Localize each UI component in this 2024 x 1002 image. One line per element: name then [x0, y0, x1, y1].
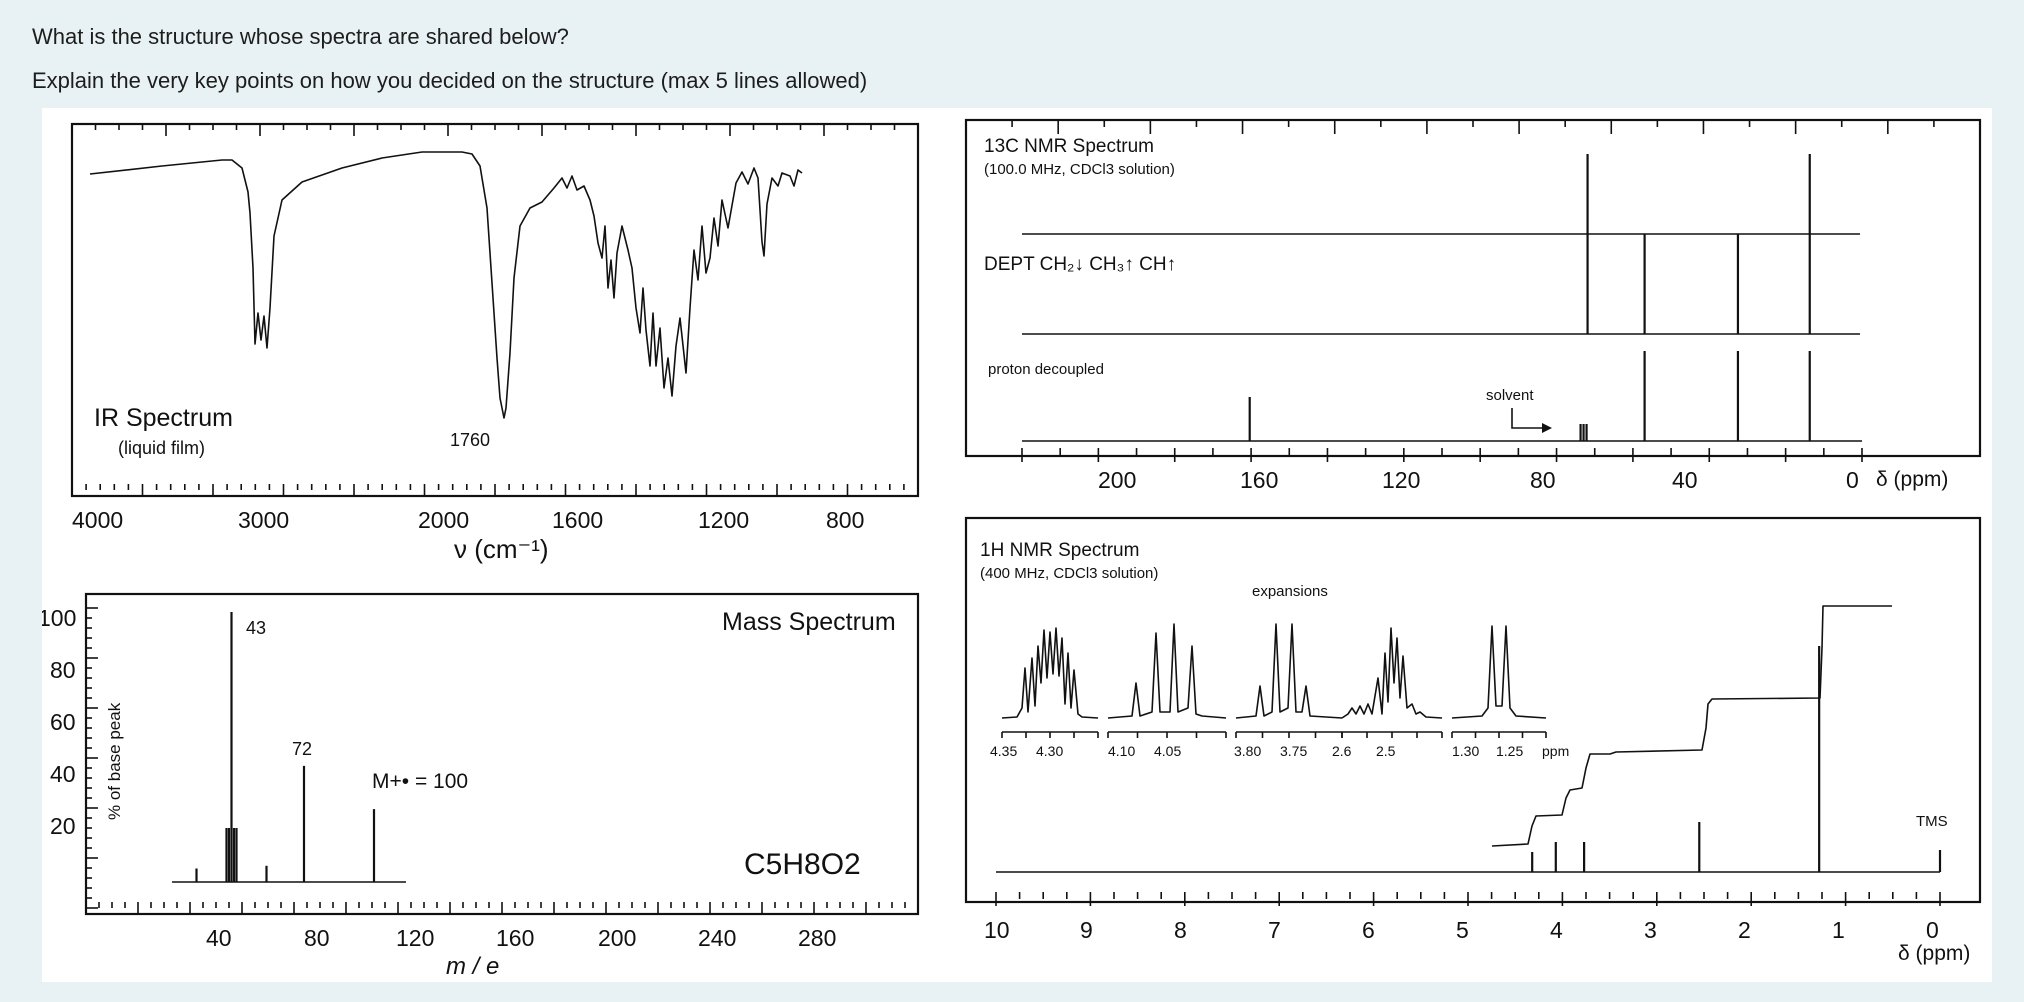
c13-tick-80: 80	[1530, 467, 1556, 493]
ir-tick-4000: 4000	[72, 507, 123, 533]
ms-formula: C5H8O2	[744, 848, 861, 881]
ms-ytick-80: 80	[50, 657, 76, 683]
expansion-triplet-1-28	[1451, 625, 1547, 719]
ir-trace	[89, 151, 803, 419]
h1-axis-unit: δ (ppm)	[1898, 942, 1970, 965]
exp-tick-4-10: 4.10	[1108, 743, 1135, 759]
c13-axis-unit: δ (ppm)	[1876, 468, 1948, 491]
ms-ytick-20: 20	[50, 813, 76, 839]
c13-decoupled-label: proton decoupled	[988, 361, 1104, 378]
ir-tick-3000: 3000	[238, 507, 289, 533]
h1-expansions: 4.35 4.30 4.10 4.05 3.80 3.75 2.6 2.5 1.…	[990, 623, 1569, 759]
expansion-triplet-2-55	[1341, 627, 1443, 719]
ir-bottom-ticks	[71, 484, 919, 496]
h1-tick-9: 9	[1080, 917, 1093, 943]
h1-tick-8: 8	[1174, 917, 1187, 943]
ms-xtick-160: 160	[496, 925, 534, 951]
mass-spectrum: 100 80 60 40 20 % of base peak 43 72 M+•…	[42, 592, 920, 980]
spectra-svg: IR Spectrum (liquid film) 1760 4000 3000…	[42, 118, 1982, 980]
c13-tick-0: 0	[1846, 467, 1859, 493]
ms-ytick-100: 100	[42, 605, 76, 631]
h1-bottom-ticks	[995, 892, 1941, 906]
h1-nmr-spectrum: 1H NMR Spectrum (400 MHz, CDCl3 solution…	[964, 516, 1982, 965]
ms-peak-label-72: 72	[292, 739, 312, 759]
ir-tick-1200: 1200	[698, 507, 749, 533]
spectra-figure: IR Spectrum (liquid film) 1760 4000 3000…	[42, 108, 1992, 982]
c13-subtitle: (100.0 MHz, CDCl3 solution)	[984, 161, 1175, 178]
h1-tick-7: 7	[1268, 917, 1281, 943]
expansion-quartet-4-3	[1001, 627, 1099, 719]
h1-tick-10: 10	[984, 917, 1010, 943]
exp-tick-2-5: 2.5	[1376, 743, 1396, 759]
h1-tick-5: 5	[1456, 917, 1469, 943]
ms-bottom-ticks	[85, 902, 919, 914]
h1-title: 1H NMR Spectrum	[980, 540, 1139, 561]
c13-tick-200: 200	[1098, 467, 1136, 493]
c13-tick-40: 40	[1672, 467, 1698, 493]
expansion-quartet-4-07	[1107, 623, 1227, 719]
c13-peaks	[1022, 154, 1860, 441]
exp-tick-2-6: 2.6	[1332, 743, 1352, 759]
exp-tick-ppm: ppm	[1542, 743, 1569, 759]
ms-peaks	[195, 612, 376, 882]
c13-tick-160: 160	[1240, 467, 1278, 493]
ms-xtick-40: 40	[206, 925, 232, 951]
exp-tick-1-30: 1.30	[1452, 743, 1479, 759]
ir-tick-2000: 2000	[418, 507, 469, 533]
ms-ylabel: % of base peak	[105, 702, 124, 820]
ms-xtick-200: 200	[598, 925, 636, 951]
ms-xtick-280: 280	[798, 925, 836, 951]
exp-tick-4-35: 4.35	[990, 743, 1017, 759]
h1-tick-3: 3	[1644, 917, 1657, 943]
ms-peak-label-43: 43	[246, 618, 266, 638]
exp-tick-3-80: 3.80	[1234, 743, 1261, 759]
ir-annotation-1760: 1760	[450, 430, 490, 450]
h1-peaks	[1531, 646, 1942, 872]
ms-xtick-240: 240	[698, 925, 736, 951]
ms-xtick-80: 80	[304, 925, 330, 951]
ms-left-ticks	[86, 607, 98, 909]
h1-tms-label: TMS	[1916, 813, 1948, 830]
h1-integral-curve	[1491, 605, 1892, 847]
c13-tick-120: 120	[1382, 467, 1420, 493]
h1-tick-6: 6	[1362, 917, 1375, 943]
ms-molecular-ion-label: M+• = 100	[372, 770, 468, 793]
solvent-arrow-head	[1542, 423, 1552, 433]
solvent-arrow	[1511, 408, 1548, 429]
expansion-triplet-3-77	[1235, 623, 1343, 719]
c13-top-ticks	[965, 120, 1981, 134]
ms-ytick-40: 40	[50, 761, 76, 787]
h1-tick-0: 0	[1926, 917, 1939, 943]
ir-subtitle: (liquid film)	[118, 438, 205, 458]
c13-solvent-label: solvent	[1486, 387, 1534, 404]
exp-tick-1-25: 1.25	[1496, 743, 1523, 759]
question-line-1: What is the structure whose spectra are …	[32, 24, 569, 49]
exp-tick-3-75: 3.75	[1280, 743, 1307, 759]
exp-tick-4-30: 4.30	[1036, 743, 1063, 759]
ms-ytick-60: 60	[50, 709, 76, 735]
ir-xlabel: ν (cm⁻¹)	[454, 534, 549, 564]
ms-title: Mass Spectrum	[722, 608, 896, 636]
h1-subtitle: (400 MHz, CDCl3 solution)	[980, 565, 1158, 582]
ir-tick-1600: 1600	[552, 507, 603, 533]
h1-tick-4: 4	[1550, 917, 1563, 943]
ir-top-ticks	[71, 124, 919, 136]
ms-xlabel: m / e	[446, 953, 499, 980]
c13-bottom-ticks	[1021, 448, 1863, 462]
c13-dept-label: DEPT CH₂↓ CH₃↑ CH↑	[984, 254, 1176, 275]
exp-tick-4-05: 4.05	[1154, 743, 1181, 759]
ir-title: IR Spectrum	[94, 404, 233, 432]
c13-nmr-spectrum: 13C NMR Spectrum (100.0 MHz, CDCl3 solut…	[964, 118, 1982, 493]
ms-xtick-120: 120	[396, 925, 434, 951]
h1-frame	[964, 516, 1982, 904]
h1-tick-1: 1	[1832, 917, 1845, 943]
h1-expansions-label: expansions	[1252, 583, 1328, 600]
expansion-axes	[1001, 731, 1547, 738]
c13-title: 13C NMR Spectrum	[984, 136, 1154, 157]
question-line-2: Explain the very key points on how you d…	[32, 68, 868, 93]
ir-spectrum: IR Spectrum (liquid film) 1760 4000 3000…	[70, 122, 920, 564]
ir-tick-800: 800	[826, 507, 864, 533]
h1-tick-2: 2	[1738, 917, 1751, 943]
